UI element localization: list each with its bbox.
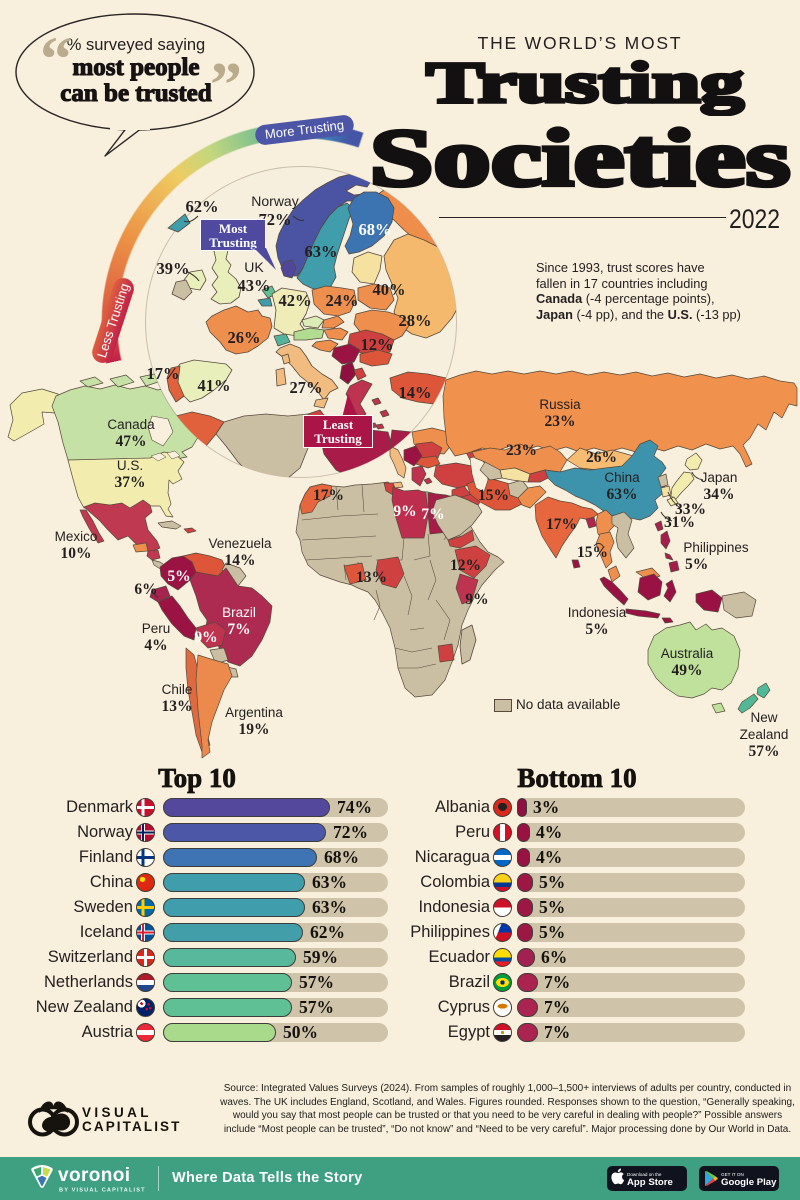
svg-text:CAPITALIST: CAPITALIST bbox=[82, 1119, 182, 1134]
svg-text:BY VISUAL CAPITALIST: BY VISUAL CAPITALIST bbox=[59, 1188, 146, 1194]
svg-text:Download on the: Download on the bbox=[627, 1172, 662, 1177]
svg-text:voronoi: voronoi bbox=[58, 1165, 130, 1186]
svg-text:Google Play: Google Play bbox=[721, 1177, 777, 1188]
svg-text:App Store: App Store bbox=[627, 1177, 673, 1188]
svg-text:VISUAL: VISUAL bbox=[82, 1105, 152, 1120]
svg-text:GET IT ON: GET IT ON bbox=[721, 1172, 744, 1177]
